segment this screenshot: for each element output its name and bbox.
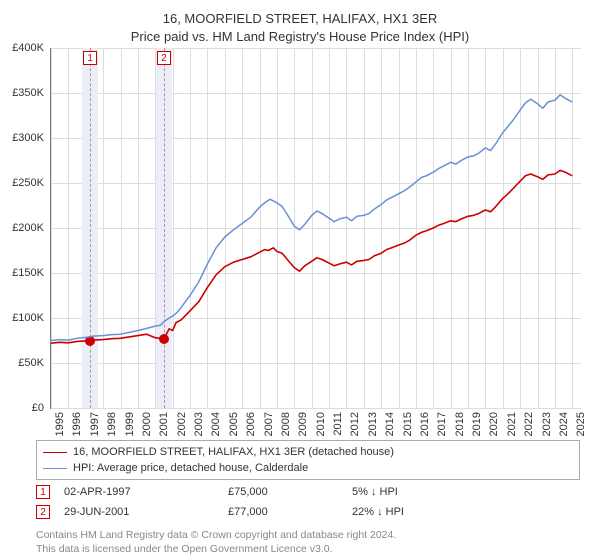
y-axis-label: £50K (0, 357, 44, 369)
legend-label: 16, MOORFIELD STREET, HALIFAX, HX1 3ER (… (73, 446, 394, 458)
y-axis-label: £100K (0, 312, 44, 324)
x-axis-label: 2000 (141, 412, 153, 436)
x-axis-label: 2006 (245, 412, 257, 436)
x-axis-label: 2009 (297, 412, 309, 436)
x-axis-label: 2003 (193, 412, 205, 436)
sales-table-marker: 1 (36, 485, 50, 499)
x-axis-label: 2017 (436, 412, 448, 436)
series-price_paid (51, 170, 572, 343)
sales-table: 1 02-APR-1997 £75,000 5% ↓ HPI 2 29-JUN-2001 £… (36, 482, 580, 522)
chart-title-line1: 16, MOORFIELD STREET, HALIFAX, HX1 3ER (0, 10, 600, 28)
x-axis-label: 2014 (384, 412, 396, 436)
x-axis-label: 2024 (558, 412, 570, 436)
sales-table-diff: 5% ↓ HPI (352, 486, 462, 498)
sales-table-diff: 22% ↓ HPI (352, 506, 462, 518)
x-axis-label: 2010 (315, 412, 327, 436)
y-axis-label: £300K (0, 132, 44, 144)
x-axis-label: 1999 (124, 412, 136, 436)
x-axis-label: 2025 (575, 412, 587, 436)
sales-table-marker: 2 (36, 505, 50, 519)
legend-row: 16, MOORFIELD STREET, HALIFAX, HX1 3ER (… (43, 444, 573, 460)
x-axis-label: 2023 (541, 412, 553, 436)
x-axis-label: 2012 (349, 412, 361, 436)
x-axis-label: 2018 (454, 412, 466, 436)
x-axis-label: 2015 (402, 412, 414, 436)
x-axis-label: 2005 (228, 412, 240, 436)
y-axis-label: £350K (0, 87, 44, 99)
series-hpi (51, 95, 572, 341)
legend-swatch (43, 452, 67, 453)
sales-table-price: £77,000 (228, 506, 338, 518)
x-axis-label: 1997 (89, 412, 101, 436)
y-axis-label: £0 (0, 402, 44, 414)
x-axis-label: 2008 (280, 412, 292, 436)
x-axis-label: 2013 (367, 412, 379, 436)
x-axis-label: 2001 (158, 412, 170, 436)
x-axis-label: 2022 (523, 412, 535, 436)
x-axis-label: 2016 (419, 412, 431, 436)
y-axis-label: £250K (0, 177, 44, 189)
x-axis-label: 2004 (210, 412, 222, 436)
x-axis-label: 2020 (488, 412, 500, 436)
chart-title-line2: Price paid vs. HM Land Registry's House … (0, 28, 600, 46)
legend-row: HPI: Average price, detached house, Cald… (43, 460, 573, 476)
x-axis-label: 2007 (263, 412, 275, 436)
x-axis-label: 1998 (106, 412, 118, 436)
y-axis-label: £150K (0, 267, 44, 279)
x-axis-label: 2019 (471, 412, 483, 436)
x-axis-label: 1995 (54, 412, 66, 436)
x-axis-label: 1996 (71, 412, 83, 436)
plot-area: 12 (50, 48, 581, 409)
y-gridline (51, 408, 581, 409)
legend-label: HPI: Average price, detached house, Cald… (73, 462, 308, 474)
chart-title: 16, MOORFIELD STREET, HALIFAX, HX1 3ER P… (0, 10, 600, 45)
legend: 16, MOORFIELD STREET, HALIFAX, HX1 3ER (… (36, 440, 580, 480)
series-svg (51, 48, 581, 408)
x-axis-label: 2002 (176, 412, 188, 436)
y-axis-label: £400K (0, 42, 44, 54)
y-axis-label: £200K (0, 222, 44, 234)
sales-table-date: 29-JUN-2001 (64, 506, 214, 518)
sales-table-date: 02-APR-1997 (64, 486, 214, 498)
sales-table-price: £75,000 (228, 486, 338, 498)
sales-table-row: 2 29-JUN-2001 £77,000 22% ↓ HPI (36, 502, 580, 522)
x-axis-label: 2011 (332, 412, 344, 436)
sales-table-row: 1 02-APR-1997 £75,000 5% ↓ HPI (36, 482, 580, 502)
credits-line2: This data is licensed under the Open Gov… (36, 543, 333, 555)
credits-line1: Contains HM Land Registry data © Crown c… (36, 529, 396, 541)
x-axis-label: 2021 (506, 412, 518, 436)
credits: Contains HM Land Registry data © Crown c… (36, 528, 580, 556)
legend-swatch (43, 468, 67, 469)
